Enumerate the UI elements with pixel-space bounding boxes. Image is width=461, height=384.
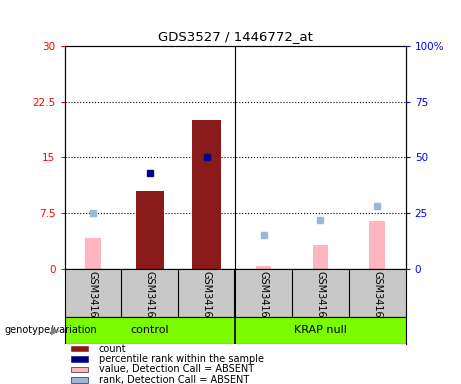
Text: ▶: ▶ bbox=[51, 325, 59, 335]
Bar bbox=[256, 266, 272, 269]
Bar bbox=[71, 346, 89, 351]
Text: KRAP null: KRAP null bbox=[294, 325, 347, 335]
Text: GSM341694: GSM341694 bbox=[88, 271, 98, 330]
Text: GSM341696: GSM341696 bbox=[201, 271, 212, 330]
Text: control: control bbox=[130, 325, 169, 335]
Text: GSM341693: GSM341693 bbox=[372, 271, 382, 330]
Bar bbox=[369, 220, 385, 269]
Text: GSM341692: GSM341692 bbox=[315, 271, 325, 330]
Text: genotype/variation: genotype/variation bbox=[5, 325, 97, 335]
Text: value, Detection Call = ABSENT: value, Detection Call = ABSENT bbox=[99, 364, 254, 374]
Bar bbox=[85, 238, 101, 269]
Text: rank, Detection Call = ABSENT: rank, Detection Call = ABSENT bbox=[99, 375, 249, 384]
Bar bbox=[71, 367, 89, 372]
Bar bbox=[193, 120, 221, 269]
Bar bbox=[71, 356, 89, 362]
Title: GDS3527 / 1446772_at: GDS3527 / 1446772_at bbox=[158, 30, 313, 43]
Bar bbox=[136, 191, 164, 269]
Text: count: count bbox=[99, 344, 126, 354]
Text: GSM341691: GSM341691 bbox=[259, 271, 269, 330]
Text: GSM341695: GSM341695 bbox=[145, 271, 155, 330]
Bar bbox=[71, 377, 89, 383]
Bar bbox=[313, 245, 328, 269]
Text: percentile rank within the sample: percentile rank within the sample bbox=[99, 354, 264, 364]
